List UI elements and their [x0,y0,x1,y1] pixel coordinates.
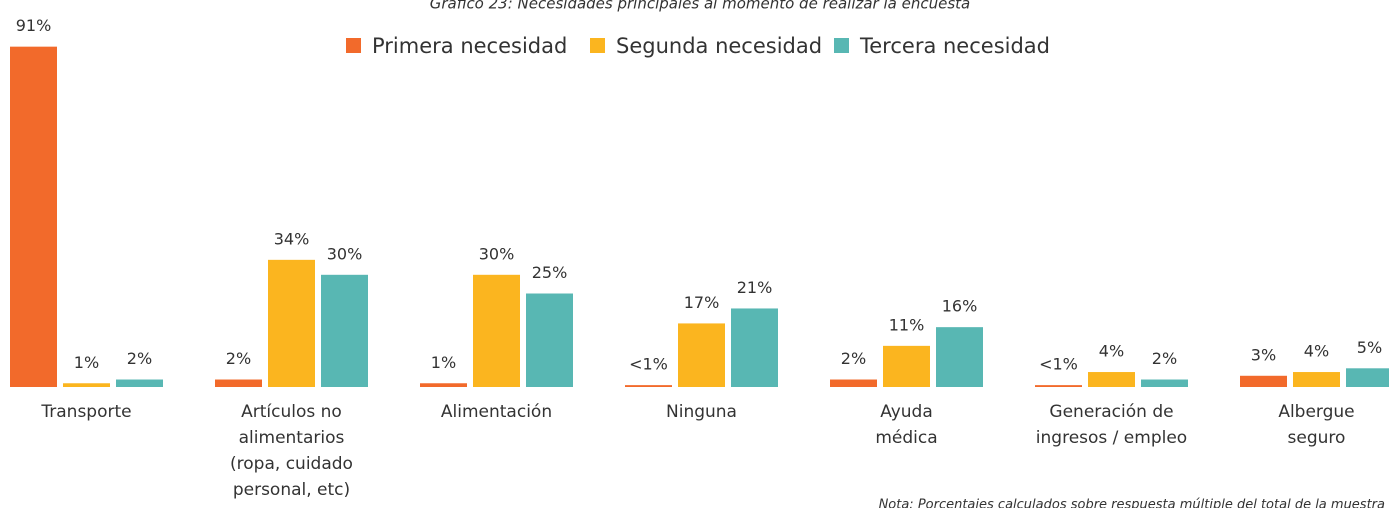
bar [321,274,368,387]
bar [1141,379,1188,387]
value-label: 4% [1099,342,1124,361]
bar [63,383,110,387]
value-label: 3% [1251,345,1276,364]
x-tick-label: Albergue seguro [1278,402,1354,448]
value-label: 2% [841,349,866,368]
bar [625,385,672,387]
value-label: <1% [629,355,668,374]
value-label: 34% [274,229,310,248]
value-label: 30% [479,244,515,263]
bar [731,308,778,387]
bar [1240,375,1287,387]
bar [1346,368,1389,387]
bar [883,345,930,387]
legend-label: Segunda necesidad [616,34,822,58]
bar [116,379,163,387]
value-label: 21% [737,278,773,297]
chart-note: Nota: Porcentajes calculados sobre respu… [879,498,1385,508]
bar [678,323,725,387]
x-tick-label: Artículos no alimentarios (ropa, cuidado pe… [230,402,353,500]
value-label: <1% [1039,355,1078,374]
legend-label: Tercera necesidad [859,34,1050,58]
legend-label: Primera necesidad [372,34,567,58]
bar [473,274,520,387]
bar [830,379,877,387]
value-label: 2% [127,349,152,368]
value-label: 4% [1304,342,1329,361]
bar [526,293,573,387]
value-label: 17% [684,293,720,312]
value-label: 1% [74,353,99,372]
value-label: 1% [431,353,456,372]
legend-swatch [834,38,849,53]
chart-title: Gráfico 23: Necesidades principales al m… [430,0,970,13]
legend-swatch [346,38,361,53]
bar [1293,372,1340,387]
value-label: 25% [532,263,568,282]
value-label: 30% [327,244,363,263]
bar [420,383,467,387]
legend-swatch [590,38,605,53]
value-label: 2% [226,349,251,368]
x-tick-label: Generación de ingresos / empleo [1036,402,1187,448]
value-label: 2% [1152,349,1177,368]
x-tick-label: Alimentación [441,402,552,422]
value-label: 91% [16,16,52,35]
x-tick-label: Ayuda médica [875,402,937,448]
bar [215,379,262,387]
value-label: 11% [889,315,925,334]
x-tick-label: Transporte [40,402,131,422]
bar [1088,372,1135,387]
bar [1035,385,1082,387]
x-tick-label: Ninguna [666,402,737,422]
value-label: 5% [1357,338,1382,357]
bar [936,327,983,387]
value-label: 16% [942,297,978,316]
bar [268,259,315,387]
bar [10,46,57,387]
